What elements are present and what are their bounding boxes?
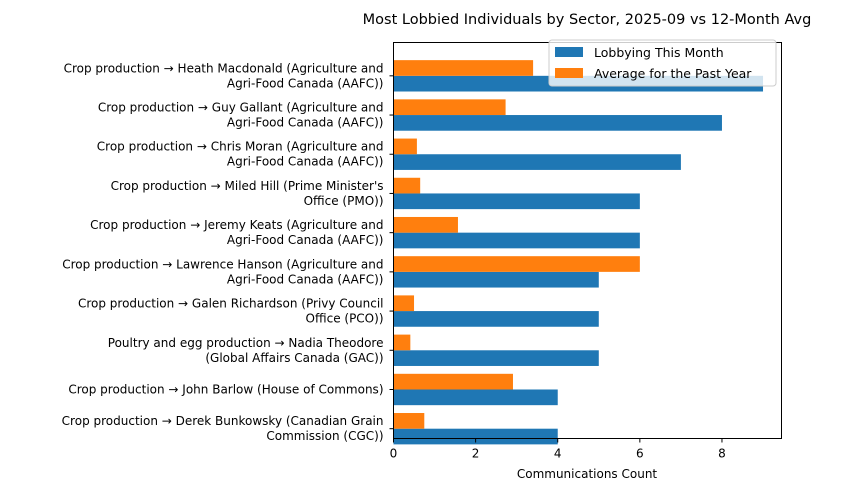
bar-this-month xyxy=(393,428,558,445)
bar-this-month xyxy=(393,232,640,249)
y-tick-label-line: Crop production → Miled Hill (Prime Mini… xyxy=(111,179,384,193)
y-tick-label-line: Office (PCO)) xyxy=(306,312,384,326)
y-tick-label-line: Crop production → Lawrence Hanson (Agric… xyxy=(62,257,383,271)
bar-this-month xyxy=(393,154,681,170)
y-tick-label: Crop production → Guy Gallant (Agricultu… xyxy=(98,101,384,130)
y-tick-label: Crop production → Jeremy Keats (Agricult… xyxy=(90,218,383,247)
bar-past-year-avg xyxy=(393,373,513,390)
bar-past-year-avg xyxy=(393,216,458,233)
x-tick-label: 2 xyxy=(472,447,480,461)
y-tick-label: Crop production → Chris Moran (Agricultu… xyxy=(97,140,384,169)
bar-this-month xyxy=(393,115,722,131)
chart-title: Most Lobbied Individuals by Sector, 2025… xyxy=(363,12,812,28)
y-tick-label: Crop production → Derek Bunkowsky (Canad… xyxy=(62,414,384,443)
y-tick-label-line: Agri-Food Canada (AAFC)) xyxy=(227,76,384,90)
y-tick-label: Crop production → Heath Macdonald (Agric… xyxy=(64,61,384,90)
y-tick-label: Crop production → Galen Richardson (Priv… xyxy=(78,297,384,326)
bar-past-year-avg xyxy=(393,256,640,272)
legend-box xyxy=(548,39,777,87)
y-tick-label-line: Poultry and egg production → Nadia Theod… xyxy=(108,336,384,350)
x-tick-label: 8 xyxy=(718,447,726,461)
bar-past-year-avg xyxy=(393,138,417,155)
bar-this-month xyxy=(393,350,599,366)
bar-past-year-avg xyxy=(393,177,421,194)
y-tick-label: Crop production → Lawrence Hanson (Agric… xyxy=(62,257,383,286)
bar-this-month xyxy=(393,271,599,288)
legend: Lobbying This Month Average for the Past … xyxy=(548,39,777,87)
y-tick-label: Crop production → Miled Hill (Prime Mini… xyxy=(111,179,384,208)
y-tick-label-line: Agri-Food Canada (AAFC)) xyxy=(227,155,384,169)
bar-past-year-avg xyxy=(393,60,534,76)
bar-this-month xyxy=(393,193,640,210)
y-tick-label-line: Crop production → John Barlow (House of … xyxy=(68,382,383,396)
y-tick-label-line: Office (PMO)) xyxy=(304,194,384,208)
y-tick-label-line: Crop production → Heath Macdonald (Agric… xyxy=(64,61,384,75)
y-tick-label-line: Agri-Food Canada (AAFC)) xyxy=(227,233,384,247)
y-tick-label-line: Crop production → Galen Richardson (Priv… xyxy=(78,297,384,311)
legend-label: Lobbying This Month xyxy=(594,45,724,60)
y-tick-label-line: Agri-Food Canada (AAFC)) xyxy=(227,272,384,286)
x-tick-label: 0 xyxy=(390,447,398,461)
y-tick-label-line: Crop production → Guy Gallant (Agricultu… xyxy=(98,101,384,115)
y-tick-label: Crop production → John Barlow (House of … xyxy=(68,382,383,396)
legend-label: Average for the Past Year xyxy=(594,66,752,81)
bar-past-year-avg xyxy=(393,99,506,116)
x-axis-label: Communications Count xyxy=(517,467,658,481)
bar-past-year-avg xyxy=(393,295,415,312)
y-tick-label-line: Agri-Food Canada (AAFC)) xyxy=(227,116,384,130)
y-tick-label-line: (Global Affairs Canada (GAC)) xyxy=(205,351,383,365)
bar-past-year-avg xyxy=(393,334,411,351)
y-tick-label: Poultry and egg production → Nadia Theod… xyxy=(108,336,384,365)
y-tick-label-line: Crop production → Derek Bunkowsky (Canad… xyxy=(62,414,384,428)
legend-swatch xyxy=(555,68,583,78)
y-tick-label-line: Crop production → Jeremy Keats (Agricult… xyxy=(90,218,383,232)
x-tick-label: 4 xyxy=(554,447,562,461)
y-tick-label-line: Crop production → Chris Moran (Agricultu… xyxy=(97,140,384,154)
bar-past-year-avg xyxy=(393,413,425,429)
y-tick-label-line: Commission (CGC)) xyxy=(266,429,383,443)
bar-this-month xyxy=(393,311,599,327)
x-tick-label: 6 xyxy=(636,447,644,461)
bar-this-month xyxy=(393,389,558,406)
legend-swatch xyxy=(555,47,583,57)
